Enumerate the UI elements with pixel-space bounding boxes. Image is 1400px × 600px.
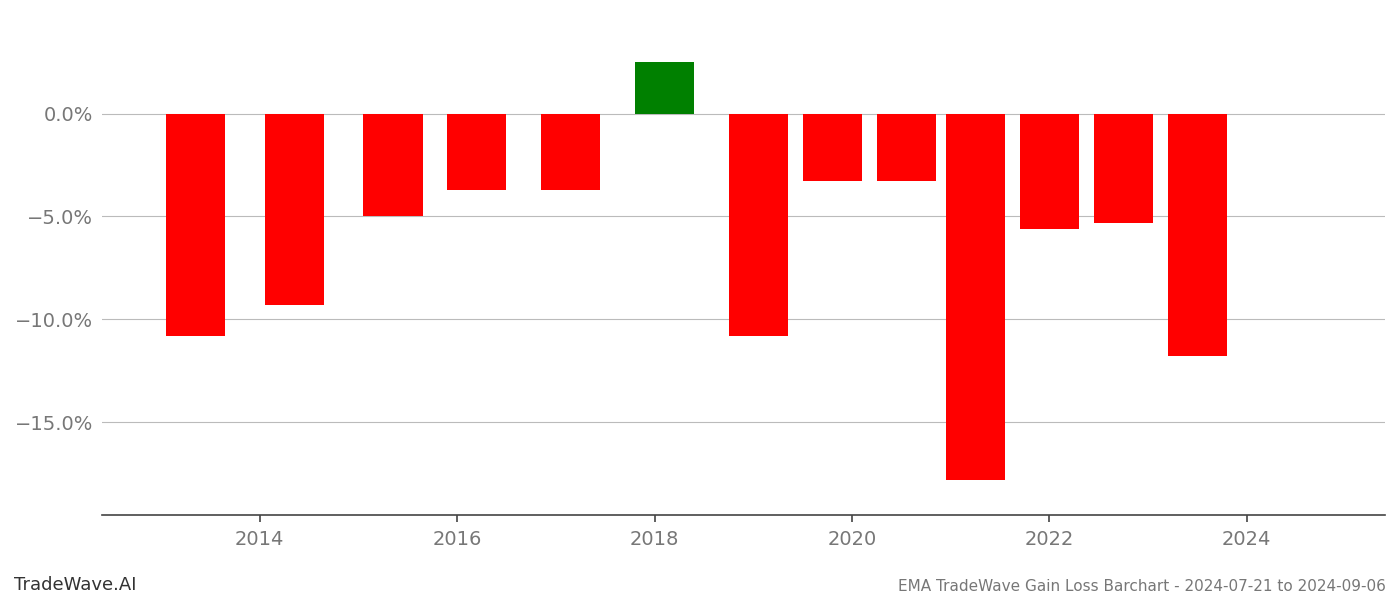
Bar — [364, 113, 423, 217]
Text: EMA TradeWave Gain Loss Barchart - 2024-07-21 to 2024-09-06: EMA TradeWave Gain Loss Barchart - 2024-… — [899, 579, 1386, 594]
Bar — [447, 113, 507, 190]
Bar — [946, 113, 1005, 480]
Bar — [1168, 113, 1226, 356]
Bar — [728, 113, 788, 336]
Bar — [265, 113, 323, 305]
Bar — [802, 113, 862, 181]
Bar — [1019, 113, 1079, 229]
Bar — [1093, 113, 1154, 223]
Bar — [876, 113, 935, 181]
Text: TradeWave.AI: TradeWave.AI — [14, 576, 137, 594]
Bar — [165, 113, 225, 336]
Bar — [634, 62, 694, 113]
Bar — [540, 113, 601, 190]
